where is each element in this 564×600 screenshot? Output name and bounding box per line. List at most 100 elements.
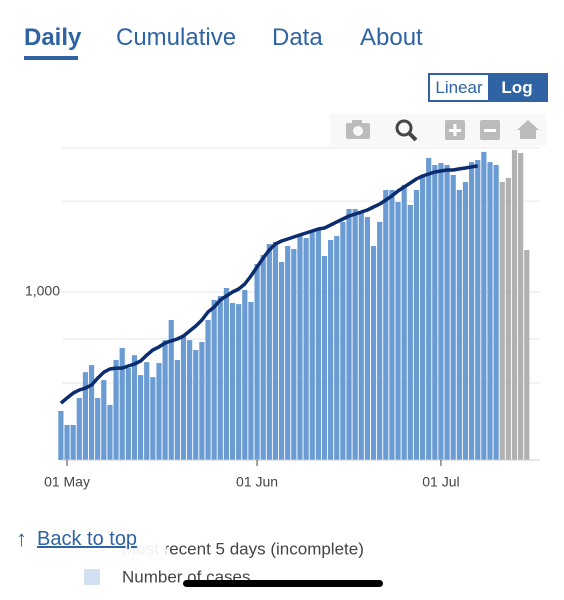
bar bbox=[297, 236, 303, 460]
bar bbox=[303, 238, 309, 460]
legend-label: Most recent 5 days (incomplete) bbox=[122, 539, 364, 558]
bar bbox=[88, 365, 95, 460]
bar bbox=[285, 246, 291, 460]
bar bbox=[248, 301, 254, 460]
bar bbox=[444, 164, 450, 461]
bar bbox=[187, 340, 193, 460]
y-tick-label: 1,000 bbox=[25, 283, 60, 299]
bar bbox=[370, 246, 377, 460]
bar bbox=[315, 228, 321, 460]
home-indicator bbox=[183, 580, 383, 587]
bar bbox=[131, 355, 138, 460]
bar bbox=[291, 249, 297, 460]
bar bbox=[70, 424, 76, 460]
bar bbox=[272, 242, 279, 460]
bar bbox=[180, 334, 187, 460]
toggle-option[interactable]: Linear bbox=[435, 77, 483, 97]
bar bbox=[456, 190, 462, 460]
home-icon[interactable] bbox=[517, 120, 539, 139]
bar bbox=[119, 347, 125, 460]
bar bbox=[95, 397, 101, 460]
bar bbox=[505, 178, 511, 460]
bar bbox=[193, 349, 199, 460]
bar bbox=[168, 319, 174, 460]
bar bbox=[432, 164, 438, 461]
bar bbox=[254, 264, 260, 460]
bar bbox=[64, 424, 70, 460]
back-to-top[interactable]: ↑ Back to top bbox=[8, 517, 166, 561]
bar bbox=[125, 368, 131, 460]
rolling-average-line bbox=[59, 164, 478, 405]
bar bbox=[346, 208, 352, 460]
toolbar bbox=[330, 114, 546, 146]
bar bbox=[493, 164, 499, 461]
bar bbox=[358, 210, 364, 460]
bar bbox=[518, 153, 524, 461]
bar bbox=[309, 232, 315, 460]
tab[interactable]: Daily bbox=[24, 24, 82, 51]
zoom-in-icon[interactable] bbox=[445, 120, 465, 140]
bar bbox=[450, 174, 456, 460]
bar bbox=[205, 319, 211, 460]
bar bbox=[334, 236, 340, 460]
bar bbox=[426, 157, 432, 460]
x-tick-label: 01 May bbox=[44, 474, 90, 490]
bar bbox=[481, 151, 487, 461]
bar bbox=[487, 162, 493, 461]
bar bbox=[524, 250, 530, 460]
bar bbox=[82, 372, 89, 460]
tab[interactable]: Cumulative bbox=[116, 24, 237, 51]
bar bbox=[499, 182, 505, 460]
bar bbox=[377, 221, 383, 460]
scale-toggle: Linear Log bbox=[428, 73, 548, 102]
x-tick-label: 01 Jul bbox=[422, 474, 459, 490]
bar bbox=[242, 290, 248, 460]
bar bbox=[217, 296, 223, 460]
bar bbox=[401, 184, 407, 460]
bar bbox=[174, 359, 180, 460]
bar bbox=[340, 221, 346, 460]
plot: 1,000 01 May 01 Jun 01 Jul bbox=[25, 147, 540, 490]
tab[interactable]: Data bbox=[272, 24, 323, 51]
bar bbox=[236, 304, 242, 460]
tab-underline bbox=[24, 56, 78, 60]
bar bbox=[101, 380, 107, 460]
bar bbox=[260, 254, 266, 460]
bar bbox=[364, 216, 370, 460]
bar bbox=[199, 342, 205, 460]
camera-icon[interactable] bbox=[346, 120, 370, 139]
bar bbox=[395, 201, 401, 460]
x-tick-label: 01 Jun bbox=[236, 474, 278, 490]
toggle-option[interactable]: Log bbox=[488, 75, 546, 100]
bar bbox=[278, 262, 285, 460]
bar bbox=[150, 377, 156, 460]
bar bbox=[229, 302, 236, 460]
zoom-icon[interactable] bbox=[395, 119, 418, 142]
arrow-icon: ↑ bbox=[16, 526, 27, 551]
bar bbox=[144, 362, 150, 460]
tab[interactable]: About bbox=[360, 24, 423, 51]
bar bbox=[137, 375, 144, 460]
bar bbox=[413, 190, 420, 460]
bar bbox=[438, 163, 444, 460]
zoom-out-icon[interactable] bbox=[480, 120, 500, 140]
bar bbox=[469, 162, 475, 461]
bar bbox=[113, 359, 119, 460]
bar bbox=[211, 300, 217, 460]
bar bbox=[107, 404, 113, 460]
bar bbox=[76, 397, 82, 460]
legend-swatch bbox=[84, 569, 100, 585]
bar bbox=[223, 288, 230, 460]
back-to-top-link[interactable]: Back to top bbox=[37, 527, 138, 550]
bar bbox=[162, 340, 168, 460]
bar bbox=[407, 204, 413, 460]
bar bbox=[321, 255, 328, 460]
bar bbox=[58, 410, 64, 460]
bar bbox=[462, 182, 469, 460]
bar bbox=[389, 190, 395, 460]
bar bbox=[419, 174, 426, 460]
bar bbox=[475, 160, 481, 461]
bar bbox=[156, 363, 162, 460]
